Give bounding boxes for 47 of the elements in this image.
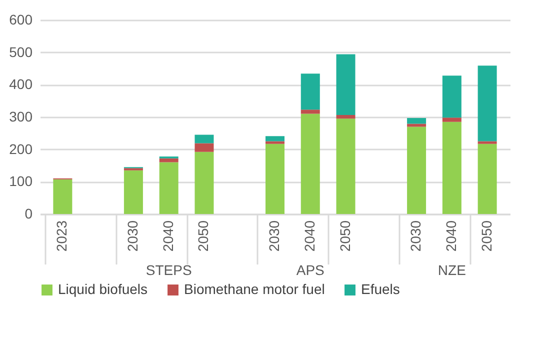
y-tick-label: 200: [9, 140, 33, 157]
y-tick-label: 500: [9, 44, 33, 60]
bar: [442, 118, 462, 122]
bar: [478, 66, 497, 142]
bar: [194, 152, 214, 214]
bar: [336, 118, 356, 214]
bar: [194, 134, 214, 144]
x-tick-label: 2050: [336, 220, 353, 252]
bar: [194, 143, 214, 152]
bar: [336, 54, 356, 116]
x-tick-label: 2040: [442, 220, 459, 252]
bar: [266, 144, 284, 214]
bar: [478, 144, 497, 214]
bar: [300, 114, 320, 214]
y-tick-label: 600: [9, 12, 33, 28]
x-tick-label: 2030: [408, 220, 424, 252]
y-tick-label: 0: [24, 206, 33, 222]
legend-label: Biomethane motor fuel: [184, 281, 325, 297]
bar: [407, 126, 426, 214]
y-tick-label: 400: [9, 76, 33, 92]
bar: [407, 118, 426, 124]
x-tick-label: 2030: [266, 220, 282, 252]
bar: [159, 158, 178, 162]
bar: [53, 179, 72, 214]
text: APS: [296, 262, 324, 278]
bar: [266, 141, 284, 144]
x-tick-label: 2023: [54, 220, 70, 252]
legend-label: Liquid biofuels: [58, 281, 148, 297]
y-tick-label: 300: [9, 108, 33, 124]
bar: [442, 122, 462, 214]
x-tick-label: 2030: [124, 220, 140, 252]
legend-label: Efuels: [361, 281, 400, 297]
text: NZE: [438, 262, 466, 278]
x-tick-label: 2050: [195, 220, 212, 252]
x-tick-label: 2040: [160, 220, 176, 252]
bar: [266, 136, 284, 142]
x-tick-label: 2050: [478, 220, 494, 252]
bar: [300, 110, 320, 114]
x-tick-label: 2040: [301, 220, 318, 252]
text: STEPS: [146, 262, 192, 278]
bar: [124, 170, 143, 214]
bar: [159, 162, 178, 214]
bar: [442, 76, 462, 118]
y-tick-label: 100: [9, 173, 33, 190]
bar: [478, 141, 497, 144]
bar: [300, 74, 320, 110]
bar: [336, 115, 356, 119]
